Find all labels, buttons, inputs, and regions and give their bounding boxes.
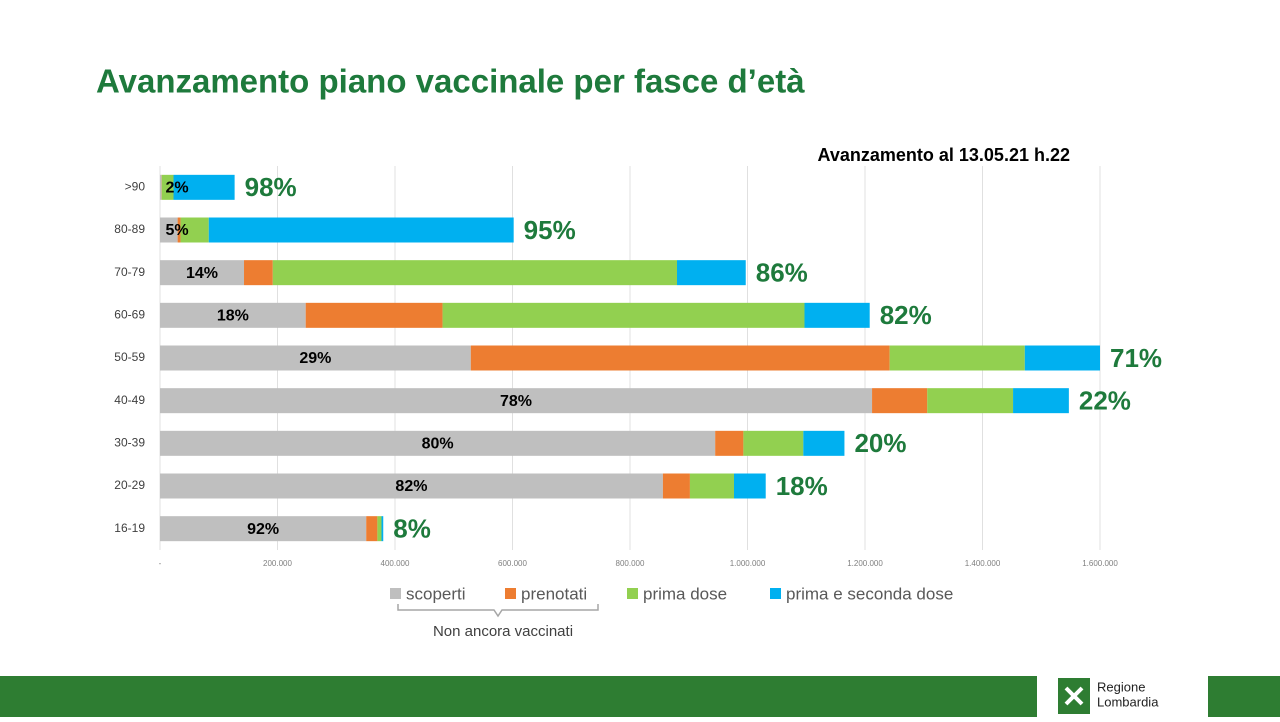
y-tick-label: 60-69 (114, 308, 145, 322)
x-tick-label: 1.400.000 (965, 559, 1001, 568)
end-label: 82% (880, 300, 932, 330)
legend-swatch (505, 588, 516, 599)
bar-segment (366, 516, 377, 541)
end-label: 98% (245, 172, 297, 202)
bracket-label: Non ancora vaccinati (433, 623, 573, 640)
legend-swatch (627, 588, 638, 599)
bar-segment (471, 346, 890, 371)
bar-segment (273, 260, 677, 285)
chart-title: Avanzamento piano vaccinale per fasce d’… (96, 63, 805, 100)
inner-label: 14% (186, 265, 218, 282)
x-tick-label: 1.600.000 (1082, 559, 1118, 568)
inner-label: 82% (395, 478, 427, 495)
end-label: 22% (1079, 386, 1131, 416)
x-tick-label: 400.000 (381, 559, 410, 568)
y-tick-label: 20-29 (114, 478, 145, 492)
x-tick-label: 1.000.000 (730, 559, 766, 568)
end-label: 86% (756, 258, 808, 288)
bar-segment (1013, 388, 1069, 413)
legend-label: prenotati (521, 584, 587, 603)
y-tick-label: 30-39 (114, 436, 145, 450)
chart-subtitle: Avanzamento al 13.05.21 h.22 (818, 145, 1070, 165)
x-tick-label: 1.200.000 (847, 559, 883, 568)
x-tick-label: 800.000 (616, 559, 645, 568)
bracket (398, 604, 598, 616)
legend-label: prima e seconda dose (786, 584, 953, 603)
y-tick-label: 50-59 (114, 350, 145, 364)
bar-segment (804, 303, 869, 328)
bar-segment (677, 260, 746, 285)
y-tick-label: 40-49 (114, 393, 145, 407)
y-tick-label: 70-79 (114, 265, 145, 279)
end-label: 18% (776, 471, 828, 501)
bar-segment (306, 303, 443, 328)
x-tick-label: 200.000 (263, 559, 292, 568)
bar-segment (381, 516, 383, 541)
bar-segment (1025, 346, 1100, 371)
end-label: 20% (854, 428, 906, 458)
legend-label: scoperti (406, 584, 466, 603)
y-tick-label: 16-19 (114, 521, 145, 535)
inner-label: 29% (299, 350, 331, 367)
inner-label: 5% (165, 222, 188, 239)
bar-segment (443, 303, 805, 328)
bar-segment (160, 175, 161, 200)
x-tick-label: - (159, 559, 162, 568)
end-label: 71% (1110, 343, 1162, 373)
footer-bar (0, 676, 1037, 717)
bar-segment (209, 218, 514, 243)
legend-swatch (770, 588, 781, 599)
legend-swatch (390, 588, 401, 599)
end-label: 95% (524, 215, 576, 245)
bar-segment (803, 431, 844, 456)
bar-segment (872, 388, 927, 413)
inner-label: 18% (217, 308, 249, 325)
bar-segment (244, 260, 273, 285)
bar-segment (715, 431, 743, 456)
inner-label: 80% (422, 436, 454, 453)
end-label: 8% (393, 514, 431, 544)
logo-text: Regione (1097, 679, 1145, 694)
inner-label: 2% (165, 180, 188, 197)
x-tick-label: 600.000 (498, 559, 527, 568)
bar-segment (377, 516, 381, 541)
bar-segment (690, 474, 734, 499)
y-tick-label: 80-89 (114, 222, 145, 236)
logo-text: Lombardia (1097, 694, 1159, 709)
inner-label: 92% (247, 521, 279, 538)
inner-label: 78% (500, 393, 532, 410)
bar-segment (890, 346, 1025, 371)
legend-label: prima dose (643, 584, 727, 603)
bar-segment (927, 388, 1013, 413)
footer-bar (1208, 676, 1280, 717)
bar-segment (663, 474, 690, 499)
bar-segment (734, 474, 766, 499)
y-tick-label: >90 (125, 180, 146, 194)
bar-segment (743, 431, 803, 456)
